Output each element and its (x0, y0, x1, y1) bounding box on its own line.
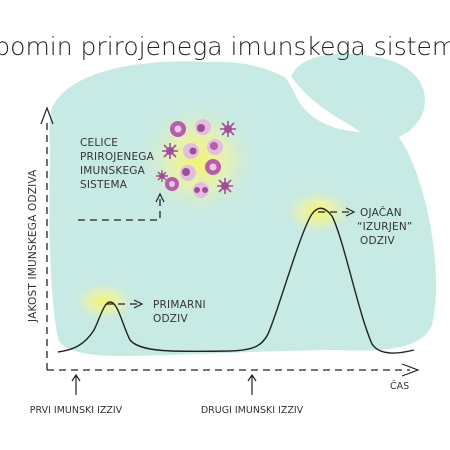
second-challenge-arrowhead (247, 373, 257, 382)
dendritic-cell (217, 178, 233, 194)
first-challenge-arrowhead (71, 373, 81, 382)
diagram-title: Spomin prirojenega imunskega sistema (0, 32, 450, 61)
cells-pointer-arrowhead (155, 192, 165, 203)
primary-peak-arrowhead (133, 299, 144, 309)
cell (210, 142, 218, 150)
svg-text:ODZIV: ODZIV (153, 313, 188, 325)
cell (202, 187, 208, 193)
cell (194, 187, 200, 193)
glow-primary (70, 280, 138, 324)
cell (197, 124, 205, 132)
enhanced-peak-arrowhead (345, 207, 356, 217)
second-challenge-label: DRUGI IMUNSKI IZZIV (201, 405, 304, 416)
svg-text:ODZIV: ODZIV (360, 235, 395, 247)
dendritic-cell (162, 143, 178, 159)
cell (189, 147, 197, 155)
glow-cells (136, 100, 260, 220)
dendritic-cell (220, 121, 236, 137)
svg-text:OJAČAN: OJAČAN (360, 206, 402, 219)
primary-response-label: PRIMARNI ODZIV (153, 299, 206, 325)
svg-text:IMUNSKEGA: IMUNSKEGA (80, 165, 146, 177)
x-axis-arrowhead (401, 363, 420, 377)
first-challenge-label: PRVI IMUNSKI IZZIV (30, 405, 123, 416)
x-axis-label: ČAS (390, 380, 409, 392)
svg-text:PRIROJENEGA: PRIROJENEGA (80, 151, 155, 163)
cell (182, 168, 190, 176)
dendritic-cell (156, 170, 168, 182)
cell (209, 163, 217, 171)
svg-text:“IZURJEN”: “IZURJEN” (357, 221, 413, 233)
svg-text:CELICE: CELICE (80, 137, 118, 149)
y-axis-label: JAKOST IMUNSKEGA ODZIVA (27, 169, 39, 323)
cell (174, 125, 182, 133)
enhanced-response-label: OJAČAN “IZURJEN” ODZIV (357, 206, 413, 247)
svg-text:PRIMARNI: PRIMARNI (153, 299, 206, 311)
innate-cells-label: CELICE PRIROJENEGA IMUNSKEGA SISTEMA (80, 137, 155, 191)
innate-immune-cells (156, 119, 236, 198)
cell (193, 182, 209, 198)
immune-response-curve (57, 207, 415, 354)
background-notch (268, 64, 360, 132)
cells-pointer (78, 198, 161, 221)
svg-text:SISTEMA: SISTEMA (80, 179, 128, 191)
y-axis-arrowhead (40, 106, 54, 125)
cell (169, 181, 175, 187)
